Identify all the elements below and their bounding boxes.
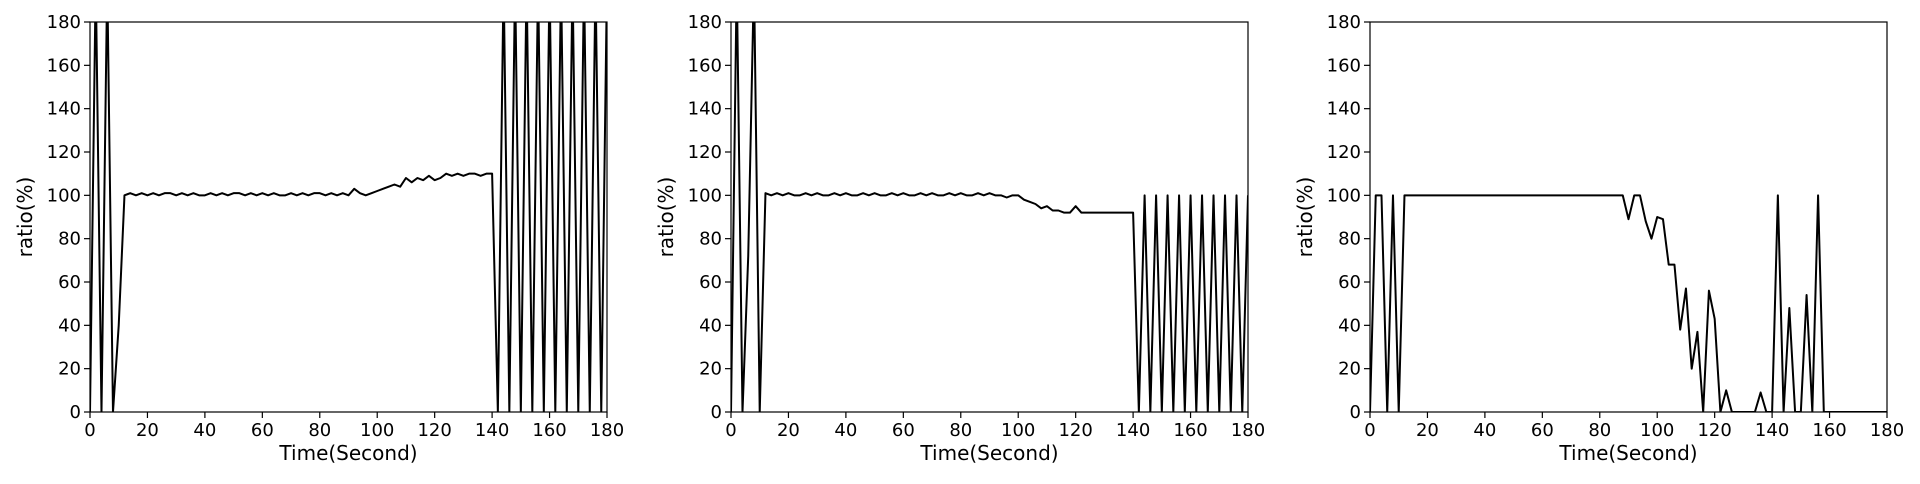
y-tick-label: 40 [699,315,722,336]
y-tick-label: 100 [47,185,81,206]
data-line [90,22,607,412]
y-tick-label: 60 [699,272,722,293]
x-tick-label: 40 [193,420,216,441]
x-tick-label: 180 [1870,420,1904,441]
x-tick-label: 60 [1531,420,1554,441]
y-tick-label: 0 [711,402,722,423]
y-tick-label: 160 [47,55,81,76]
y-tick-label: 20 [699,359,722,380]
y-tick-label: 140 [688,99,722,120]
x-axis-label: Time(Second) [919,441,1058,465]
x-tick-label: 40 [1473,420,1496,441]
x-tick-label: 80 [308,420,331,441]
x-tick-label: 100 [360,420,394,441]
x-tick-label: 120 [417,420,451,441]
x-tick-label: 120 [1697,420,1731,441]
data-line [1370,194,1887,412]
x-tick-label: 180 [1231,420,1265,441]
plot-frame [89,21,608,413]
x-tick-label: 100 [1001,420,1035,441]
y-tick-label: 140 [47,99,81,120]
x-tick-label: 160 [1812,420,1846,441]
y-tick-label: 120 [688,142,722,163]
x-tick-label: 60 [251,420,274,441]
y-tick-label: 120 [1327,142,1361,163]
x-tick-label: 20 [777,420,800,441]
y-tick-label: 80 [58,229,81,250]
subplot: 0 20 40 60 80 100 120 140 160 180 0 20 40 60 80 100 120 1… [13,12,624,465]
x-tick-label: 100 [1640,420,1674,441]
plot-frame [1369,21,1888,413]
y-axis-label: ratio(%) [654,177,678,258]
x-tick-label: 0 [84,420,95,441]
y-tick-label: 180 [1327,12,1361,33]
y-tick-label: 100 [688,185,722,206]
y-tick-label: 160 [1327,55,1361,76]
y-tick-label: 100 [1327,185,1361,206]
x-tick-label: 140 [1116,420,1150,441]
x-tick-label: 120 [1058,420,1092,441]
y-tick-label: 180 [688,12,722,33]
x-axis-label: Time(Second) [1558,441,1697,465]
plot-frame [730,21,1249,413]
y-tick-label: 60 [58,272,81,293]
x-tick-label: 0 [1364,420,1375,441]
y-tick-label: 140 [1327,99,1361,120]
y-tick-label: 60 [1338,272,1361,293]
x-tick-label: 20 [1416,420,1439,441]
x-tick-label: 0 [725,420,736,441]
y-tick-label: 180 [47,12,81,33]
y-tick-label: 20 [58,359,81,380]
y-tick-label: 160 [688,55,722,76]
data-line [731,22,1248,412]
x-tick-label: 160 [1173,420,1207,441]
y-tick-label: 40 [58,315,81,336]
x-tick-label: 140 [475,420,509,441]
x-tick-label: 80 [1588,420,1611,441]
y-tick-label: 0 [70,402,81,423]
subplot: 0 20 40 60 80 100 120 140 160 180 0 20 40 60 80 100 120 1… [1293,12,1904,465]
x-tick-label: 160 [532,420,566,441]
y-tick-label: 40 [1338,315,1361,336]
x-axis-label: Time(Second) [278,441,417,465]
x-tick-label: 60 [892,420,915,441]
x-tick-label: 40 [834,420,857,441]
x-tick-label: 180 [590,420,624,441]
subplot: 0 20 40 60 80 100 120 140 160 180 0 20 40 60 80 100 120 1… [654,12,1265,465]
x-tick-label: 80 [949,420,972,441]
y-tick-label: 80 [1338,229,1361,250]
y-tick-label: 80 [699,229,722,250]
y-tick-label: 0 [1350,402,1361,423]
y-tick-label: 20 [1338,359,1361,380]
y-axis-label: ratio(%) [13,177,37,258]
x-tick-label: 20 [136,420,159,441]
y-axis-label: ratio(%) [1293,177,1317,258]
y-tick-label: 120 [47,142,81,163]
x-tick-label: 140 [1755,420,1789,441]
